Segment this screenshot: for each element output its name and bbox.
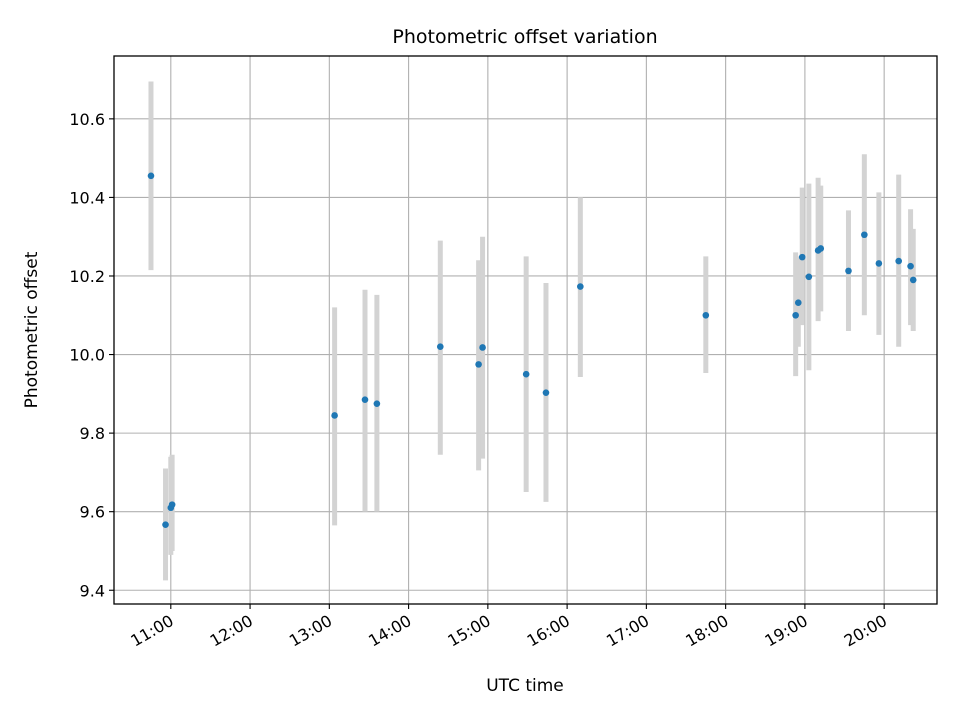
y-tick-label: 9.8	[80, 424, 105, 443]
data-point	[875, 260, 883, 267]
data-point	[436, 343, 444, 350]
y-tick-label: 10.6	[69, 110, 105, 129]
data-point	[373, 400, 381, 407]
data-point	[907, 262, 914, 270]
y-axis-ticks: 9.4 9.6 9.8 10.0 10.2 10.4 10.6	[69, 110, 114, 600]
data-point	[895, 257, 902, 265]
data-point	[475, 361, 482, 368]
x-axis-title: UTC time	[486, 676, 564, 696]
data-point	[702, 311, 710, 319]
data-point	[542, 389, 550, 396]
data-point	[792, 311, 799, 319]
y-tick-label: 10.0	[69, 346, 105, 365]
y-tick-label: 9.6	[80, 503, 105, 522]
y-tick-label: 10.2	[69, 267, 105, 286]
data-point	[522, 370, 530, 378]
data-point	[845, 267, 852, 275]
y-axis-title: Photometric offset	[22, 251, 42, 408]
data-point	[805, 273, 813, 281]
data-point	[168, 501, 176, 508]
chart-title: Photometric offset variation	[392, 26, 657, 48]
data-point	[798, 253, 806, 261]
y-tick-label: 9.4	[80, 581, 105, 600]
data-point	[479, 344, 486, 351]
data-point	[577, 283, 584, 290]
y-tick-label: 10.4	[69, 188, 105, 207]
data-point	[817, 245, 825, 252]
plot-frame	[113, 55, 938, 605]
data-point	[861, 231, 868, 239]
data-point	[909, 276, 917, 284]
data-point	[147, 172, 155, 180]
data-points	[147, 172, 917, 528]
data-point	[361, 396, 369, 404]
data-point	[331, 412, 338, 419]
data-point	[162, 521, 169, 528]
data-point	[794, 299, 802, 306]
